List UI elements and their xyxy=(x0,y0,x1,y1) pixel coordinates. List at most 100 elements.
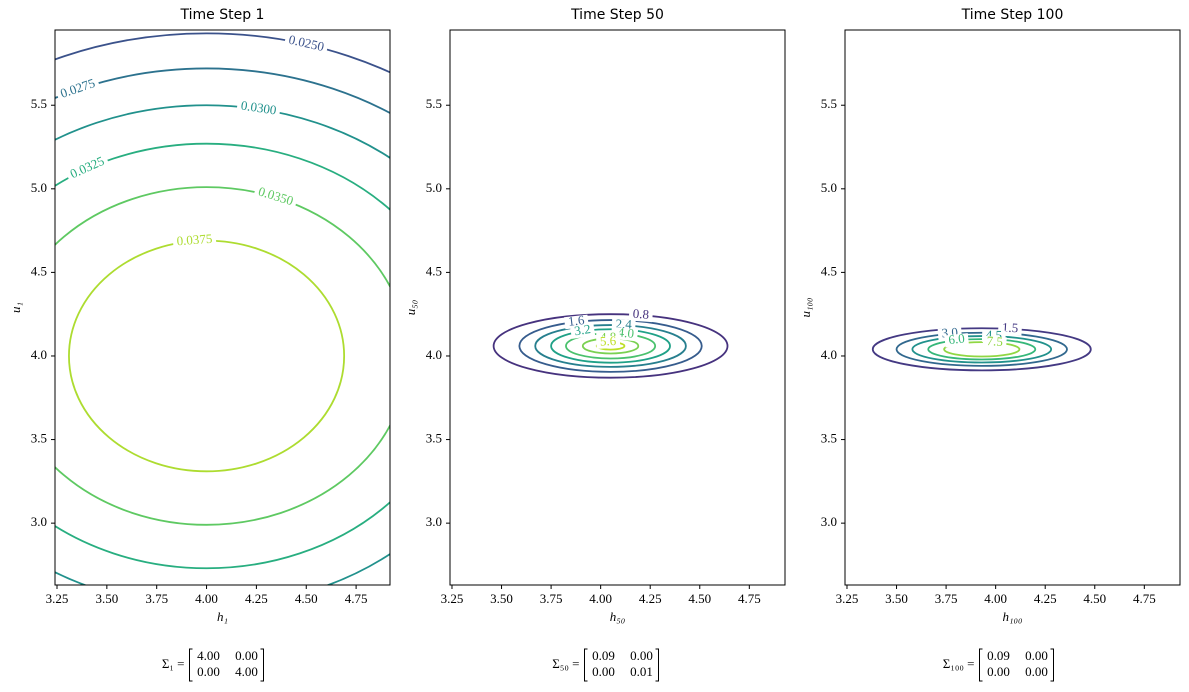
plot-frame xyxy=(449,29,786,586)
matrix-entry: 0.00 xyxy=(1025,648,1048,663)
contour-label-group: 7.5 xyxy=(982,333,1007,350)
subplot: Time Step 50 3.25 3.50 3.75 4.00 4.25 4.50 4.75… xyxy=(403,7,786,682)
contour-label: 6.0 xyxy=(948,330,966,347)
contour-label: 0.0300 xyxy=(240,98,278,118)
y-tick-label: 5.5 xyxy=(31,96,47,111)
x-tick-label: 4.25 xyxy=(1034,591,1057,606)
contour-label: 1.5 xyxy=(1002,320,1019,336)
contours: 0.81.62.43.24.04.85.6 xyxy=(492,306,729,379)
matrix-entry: 0.01 xyxy=(630,664,653,679)
x-tick-label: 4.00 xyxy=(195,591,218,606)
label-gap xyxy=(570,323,596,339)
contour-line xyxy=(911,335,1053,364)
label-gap xyxy=(628,308,653,323)
contour-label: 0.0325 xyxy=(68,153,107,181)
contour-label: 0.8 xyxy=(632,306,649,322)
label-gap xyxy=(236,99,281,119)
x-tick-label: 3.25 xyxy=(441,591,464,606)
y-tick-label: 4.5 xyxy=(426,263,442,278)
matrix-entry: 4.00 xyxy=(197,648,220,663)
x-tick-label: 3.25 xyxy=(836,591,859,606)
contour-line xyxy=(492,313,729,379)
subplot-title: Time Step 50 xyxy=(570,7,664,23)
x-tick-label: 4.00 xyxy=(589,591,612,606)
y-tick-label: 4.0 xyxy=(31,347,47,362)
bracket xyxy=(260,648,264,682)
matrix-entry: 0.09 xyxy=(592,648,615,663)
contour-label: 1.6 xyxy=(567,312,585,329)
contour-label: 0.0350 xyxy=(257,183,296,208)
contour-label-group: 0.0350 xyxy=(253,183,298,210)
y-tick-label: 4.5 xyxy=(821,263,837,278)
contours: 1.53.0 4.56.0 7.5 xyxy=(871,320,1092,372)
y-tick-label: 3.0 xyxy=(31,514,47,529)
y-axis-label: u₁ xyxy=(8,302,23,313)
plot-frame xyxy=(54,29,391,586)
bracket xyxy=(979,648,983,682)
contour-line xyxy=(55,67,390,115)
sigma-label: Σ₁₀₀ = xyxy=(943,656,975,671)
matrix-entry: 0.09 xyxy=(987,648,1010,663)
contour-label-group: 0.0250 xyxy=(283,32,329,55)
y-tick-label: 3.5 xyxy=(426,431,442,446)
y-tick-label: 5.0 xyxy=(31,180,47,195)
x-tick-label: 4.50 xyxy=(688,591,711,606)
contour-line xyxy=(943,341,1021,358)
matrix-entry: 0.00 xyxy=(235,648,258,663)
sigma-label: Σ₅₀ = xyxy=(552,656,579,671)
contour-line xyxy=(550,328,671,364)
label-gap xyxy=(253,185,298,210)
label-gap xyxy=(283,33,329,55)
contour-label-group: 0.0275 xyxy=(55,75,101,102)
subplot: Time Step 100 3.25 3.50 3.75 4.00 4.25 4.50 4.7… xyxy=(798,7,1181,682)
y-tick-label: 3.5 xyxy=(31,431,47,446)
x-tick-label: 4.25 xyxy=(639,591,662,606)
contour-line xyxy=(68,239,346,473)
contour-label-group: 0.0325 xyxy=(65,153,110,183)
sigma-label: Σ₁ = xyxy=(162,656,185,671)
contour-line xyxy=(55,104,390,585)
y-tick-label: 5.0 xyxy=(821,180,837,195)
contour-label: 0.0275 xyxy=(58,75,97,101)
x-tick-label: 3.50 xyxy=(95,591,118,606)
x-tick-label: 4.75 xyxy=(1133,591,1156,606)
contour-line xyxy=(895,331,1068,367)
contour-line xyxy=(871,327,1092,372)
x-tick-label: 3.75 xyxy=(935,591,958,606)
plot-frame xyxy=(844,29,1181,586)
x-axis-label: h₅₀ xyxy=(610,609,626,624)
y-tick-label: 5.0 xyxy=(426,180,442,195)
label-gap xyxy=(55,76,101,102)
contour-label: 3.2 xyxy=(573,321,591,338)
contour-label: 0.0375 xyxy=(176,231,213,249)
contour-label: 7.5 xyxy=(986,333,1003,349)
contours: 0.0250 0.0275 0.0300 0.0325 0.0350 0.0375 xyxy=(55,32,390,585)
x-tick-label: 3.75 xyxy=(145,591,168,606)
y-axis-label: u₅₀ xyxy=(403,300,418,316)
label-gap xyxy=(596,335,621,349)
y-tick-label: 3.0 xyxy=(821,514,837,529)
label-gap xyxy=(172,233,217,249)
matrix-entry: 0.00 xyxy=(197,664,220,679)
contour-label-group: 3.2 xyxy=(570,321,596,339)
label-gap xyxy=(982,335,1007,350)
contour-line xyxy=(55,142,390,570)
contour-label: 4.0 xyxy=(617,324,635,341)
contour-line xyxy=(55,186,390,526)
contour-line xyxy=(518,319,703,373)
y-tick-label: 4.0 xyxy=(821,347,837,362)
subplot-title: Time Step 1 xyxy=(180,7,265,23)
x-tick-label: 3.50 xyxy=(490,591,513,606)
contour-line xyxy=(534,324,687,368)
y-axis-label: u₁₀₀ xyxy=(798,297,813,317)
contour-label-group: 5.6 xyxy=(596,333,621,349)
x-tick-label: 4.00 xyxy=(984,591,1007,606)
x-tick-label: 3.25 xyxy=(46,591,69,606)
matrix-entry: 0.00 xyxy=(592,664,615,679)
x-tick-label: 4.50 xyxy=(1083,591,1106,606)
contour-label: 5.6 xyxy=(600,333,617,349)
y-tick-label: 4.5 xyxy=(31,263,47,278)
x-tick-label: 4.25 xyxy=(245,591,268,606)
matrix-entry: 0.00 xyxy=(1025,664,1048,679)
